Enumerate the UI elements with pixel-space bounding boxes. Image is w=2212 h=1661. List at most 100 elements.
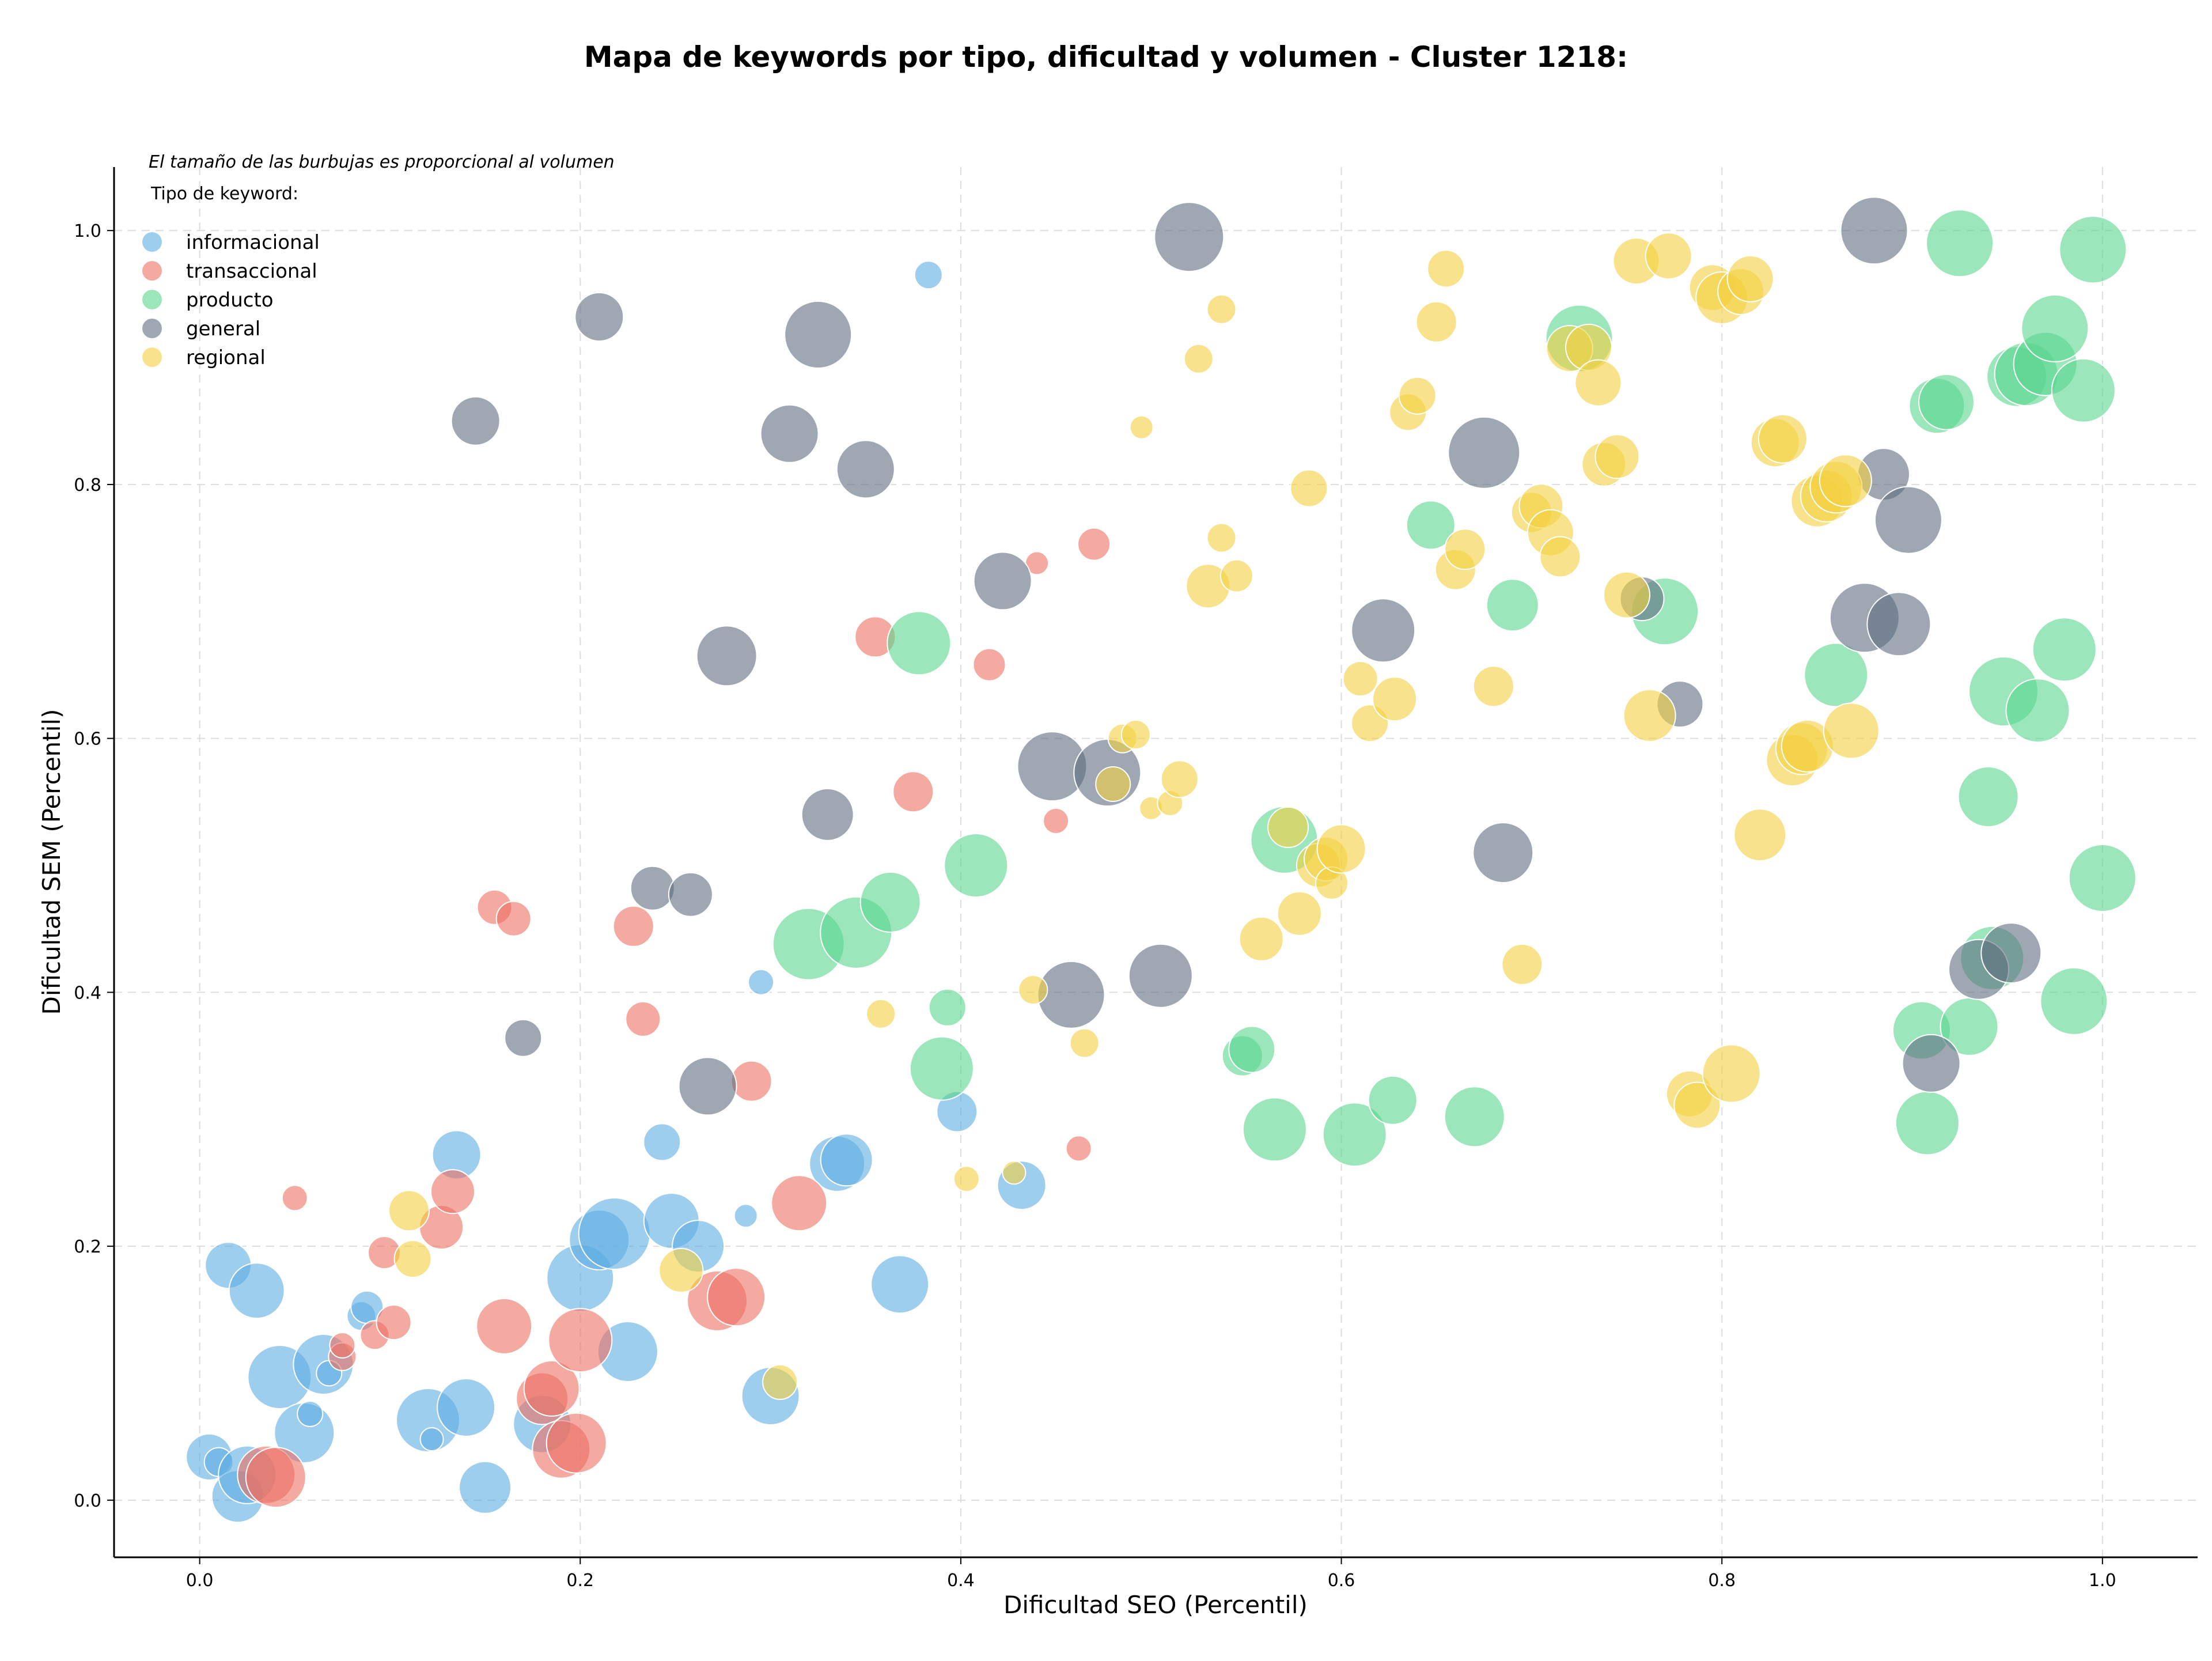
bubble-informacional [228, 1262, 285, 1319]
bubble-producto [1918, 373, 1975, 430]
legend: informacional transaccional producto genera… [142, 231, 320, 369]
bubble-regional [1758, 414, 1808, 464]
bubble-general [836, 440, 895, 499]
bubble-producto [1895, 1091, 1960, 1156]
bubble-general [1472, 822, 1534, 883]
bubble-producto [2051, 358, 2116, 423]
legend-marker-regional [142, 347, 162, 367]
bubble-regional [1472, 665, 1514, 707]
y-tick-label: 0.0 [74, 1491, 101, 1511]
bubble-transaccional [612, 905, 654, 947]
bubble-regional [1206, 523, 1237, 553]
volume-note: El tamaño de las burbujas es proporciona… [149, 152, 615, 172]
bubble-informacional [914, 260, 943, 290]
bubble-regional [1129, 415, 1154, 440]
bubble-regional [1702, 1044, 1761, 1103]
bubble-regional [1594, 434, 1640, 479]
bubble-regional [1733, 808, 1787, 862]
legend-marker-producto [142, 290, 162, 309]
bubble-general [784, 300, 853, 369]
bubble-informacional [870, 1255, 930, 1314]
bubble-general [696, 625, 757, 687]
bubble-general [1128, 943, 1193, 1008]
bubble-regional [1603, 571, 1650, 619]
bubble-regional [393, 1240, 432, 1278]
bubble-regional [1219, 559, 1253, 593]
bubble-informacional [733, 1204, 758, 1228]
bubble-informacional [643, 1123, 681, 1161]
bubble-informacional [748, 968, 775, 996]
bubble-informacional [297, 1401, 324, 1427]
legend-label-regional: regional [186, 346, 266, 369]
bubble-producto [909, 1036, 974, 1101]
bubble-producto [1444, 1086, 1505, 1148]
x-tick-label: 1.0 [2089, 1571, 2116, 1591]
bubble-regional [388, 1190, 430, 1232]
bubble-producto [928, 988, 967, 1027]
bubble-regional [1206, 294, 1237, 324]
bubble-regional [953, 1166, 980, 1193]
legend-marker-transaccional [142, 261, 162, 281]
bubble-general [574, 292, 624, 342]
y-tick-label: 1.0 [74, 221, 101, 241]
bubble-regional [1095, 766, 1131, 802]
bubble-regional [1120, 720, 1151, 750]
bubble-regional [866, 998, 896, 1029]
bubble-producto [2005, 678, 2070, 743]
bubble-general [504, 1019, 543, 1057]
bubble-general [678, 1057, 737, 1116]
bubble-producto [2059, 215, 2127, 284]
bubble-regional [1427, 249, 1465, 288]
legend-label-informacional: informacional [186, 231, 320, 254]
bubble-producto [2040, 967, 2108, 1035]
bubble-producto [859, 871, 921, 933]
x-axis-label: Dificultad SEO (Percentil) [1003, 1591, 1308, 1619]
bubble-regional [1160, 760, 1199, 799]
bubble-general [1448, 416, 1521, 489]
bubble-informacional [419, 1427, 444, 1452]
bubble-transaccional [329, 1332, 356, 1359]
bubble-general [1866, 592, 1931, 657]
bubble-regional [1819, 454, 1872, 508]
bubble-transaccional [771, 1175, 828, 1232]
bubble-producto [2021, 294, 2089, 362]
bubble-transaccional [972, 648, 1006, 682]
bubble-regional [1002, 1160, 1027, 1185]
bubble-informacional [578, 1197, 651, 1270]
bubble-general [760, 404, 819, 463]
legend-marker-informacional [142, 232, 162, 252]
y-tick-label: 0.8 [74, 475, 101, 495]
bubble-general [1840, 196, 1908, 265]
bubble-transaccional [430, 1169, 475, 1214]
x-tick-label: 0.2 [566, 1571, 594, 1591]
bubble-general [630, 865, 675, 911]
x-tick-label: 0.6 [1328, 1571, 1355, 1591]
grid [114, 167, 2198, 1557]
axes [113, 167, 2198, 1558]
bubble-transaccional [546, 1412, 607, 1474]
bubble-regional [1539, 536, 1581, 578]
chart-title: Mapa de keywords por tipo, dificultad y … [584, 40, 1628, 74]
bubble-transaccional [523, 1360, 580, 1417]
y-tick-label: 0.2 [74, 1237, 101, 1257]
bubbles [185, 196, 2137, 1523]
bubble-regional [1238, 916, 1284, 962]
bubble-transaccional [707, 1267, 766, 1327]
bubble-producto [1804, 642, 1869, 707]
bubble-general [1902, 1034, 1961, 1093]
bubble-general [1980, 922, 2042, 984]
bubble-general [668, 872, 713, 917]
legend-marker-general [142, 319, 162, 338]
bubble-producto [1406, 500, 1456, 550]
bubble-regional [1183, 343, 1214, 374]
bubble-regional [1415, 301, 1457, 343]
bubble-regional [1277, 891, 1322, 936]
bubble-regional [1372, 676, 1418, 722]
bubble-general [1037, 960, 1105, 1029]
bubble-regional [1645, 232, 1692, 280]
bubble-regional [1444, 528, 1486, 570]
bubble-transaccional [495, 901, 532, 937]
legend-label-transaccional: transaccional [186, 260, 317, 283]
bubble-regional [1623, 689, 1676, 742]
